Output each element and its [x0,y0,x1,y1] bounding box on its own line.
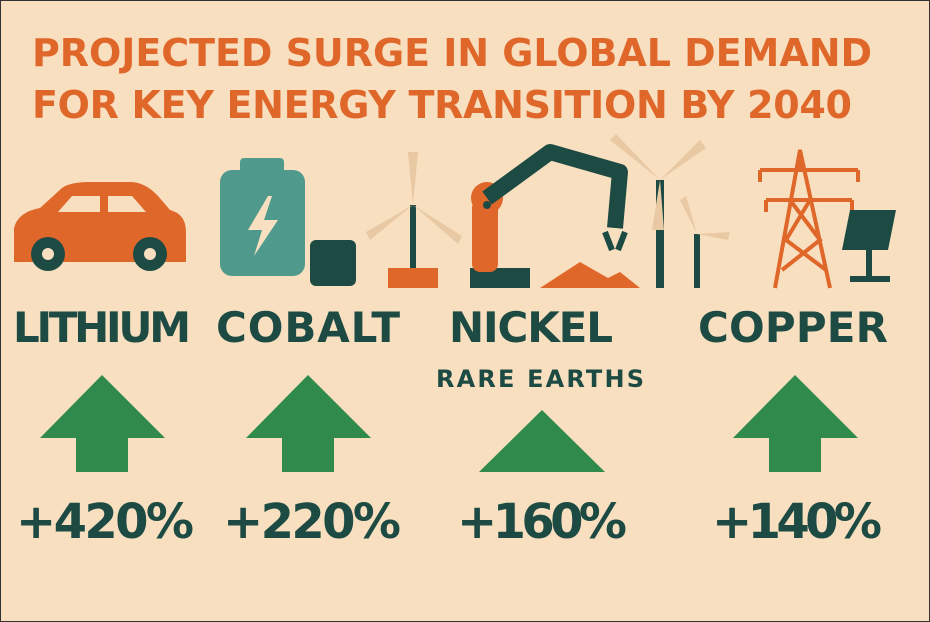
item-name: LITHIUM [13,303,191,352]
item-name: COPPER [698,303,888,352]
item-sublabel: RARE EARTHS [436,365,644,393]
up-arrow [246,375,371,472]
change-label: +160% [457,494,627,550]
change-label: +220% [223,494,401,550]
change-label: +140% [712,494,882,550]
up-triangle [479,410,605,472]
change-label: +420% [16,494,194,550]
title-line: FOR KEY ENERGY TRANSITION BY 2040 [32,83,852,127]
car-icon [14,182,186,271]
power-pylon-icon [758,149,860,289]
up-arrow [40,375,165,472]
title-line: PROJECTED SURGE IN GLOBAL DEMAND [32,31,872,75]
robot-arm-icon [470,144,640,288]
wind-turbine-icon [366,152,462,288]
solar-panel-icon [842,210,896,282]
battery-icon [220,158,356,286]
up-arrow [733,375,858,472]
item-name: COBALT [216,303,400,352]
wind-turbines-icon [610,134,730,288]
item-name: NICKEL [449,303,613,352]
